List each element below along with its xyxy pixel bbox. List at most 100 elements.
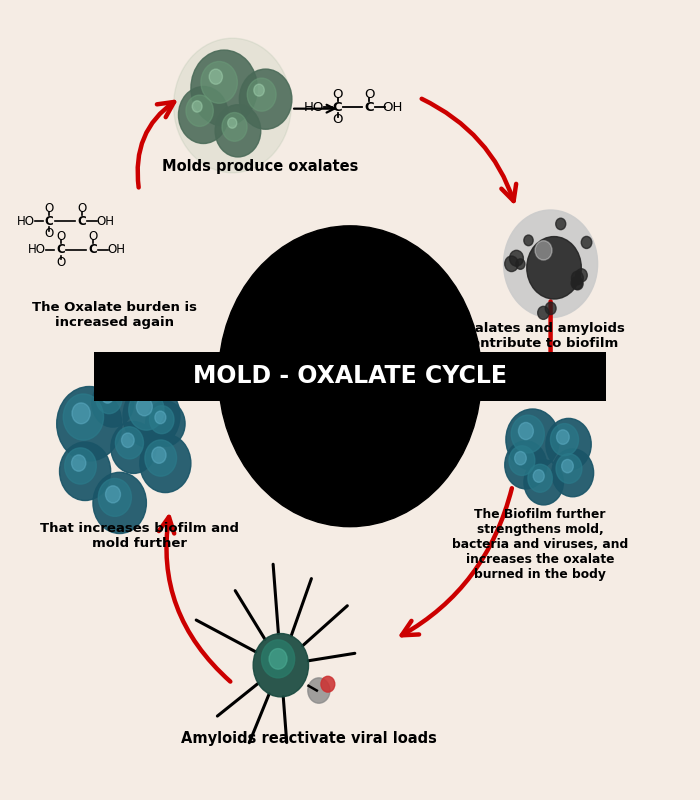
Circle shape	[571, 271, 583, 285]
Circle shape	[191, 50, 258, 126]
Circle shape	[201, 62, 237, 103]
Circle shape	[116, 426, 144, 459]
Circle shape	[111, 422, 156, 474]
Circle shape	[146, 401, 185, 446]
Circle shape	[145, 440, 176, 476]
Circle shape	[122, 433, 134, 447]
Circle shape	[545, 302, 556, 314]
Circle shape	[193, 101, 202, 112]
Text: HO: HO	[18, 214, 35, 227]
Circle shape	[308, 678, 330, 703]
Circle shape	[152, 447, 166, 463]
Text: O: O	[364, 88, 374, 101]
Text: O: O	[45, 227, 54, 240]
Circle shape	[509, 446, 535, 475]
Circle shape	[516, 259, 525, 270]
Circle shape	[556, 218, 566, 230]
Circle shape	[178, 86, 228, 143]
Circle shape	[186, 95, 214, 126]
Text: HO: HO	[304, 101, 324, 114]
Text: C: C	[88, 243, 97, 256]
Circle shape	[140, 434, 191, 493]
Circle shape	[102, 390, 113, 403]
Circle shape	[209, 69, 223, 84]
FancyBboxPatch shape	[94, 352, 606, 401]
Circle shape	[92, 379, 134, 427]
Circle shape	[511, 415, 545, 453]
Circle shape	[57, 386, 122, 461]
Text: O: O	[88, 230, 97, 243]
Circle shape	[253, 634, 309, 697]
Circle shape	[571, 277, 582, 290]
Circle shape	[215, 105, 261, 157]
Circle shape	[538, 306, 549, 319]
Text: HO: HO	[29, 243, 46, 256]
Circle shape	[123, 383, 180, 449]
Circle shape	[262, 640, 295, 678]
Circle shape	[561, 459, 573, 473]
Text: Oxalates and amyloids
contribute to biofilm
formation: Oxalates and amyloids contribute to biof…	[455, 322, 625, 365]
Text: That increases biofilm and
mold further: That increases biofilm and mold further	[39, 522, 239, 550]
Circle shape	[239, 69, 292, 130]
Circle shape	[247, 78, 276, 111]
Text: C: C	[57, 243, 65, 256]
Circle shape	[519, 422, 533, 439]
Text: O: O	[56, 230, 66, 243]
Circle shape	[524, 235, 533, 246]
Circle shape	[64, 448, 97, 484]
Circle shape	[535, 241, 552, 260]
Circle shape	[527, 237, 581, 299]
Circle shape	[505, 441, 547, 489]
Circle shape	[556, 454, 582, 483]
Circle shape	[503, 210, 598, 318]
Text: OH: OH	[107, 243, 125, 256]
Text: Molds produce oxalates: Molds produce oxalates	[162, 159, 358, 174]
Circle shape	[155, 411, 166, 424]
Circle shape	[72, 403, 90, 424]
Text: OH: OH	[96, 214, 114, 227]
Circle shape	[269, 649, 287, 669]
Circle shape	[581, 236, 592, 249]
Text: C: C	[332, 101, 342, 114]
Circle shape	[506, 409, 559, 470]
Circle shape	[93, 472, 146, 534]
Circle shape	[524, 460, 564, 505]
Circle shape	[546, 418, 592, 470]
Circle shape	[550, 423, 578, 456]
Circle shape	[174, 38, 291, 173]
Text: Amyloids reactivate viral loads: Amyloids reactivate viral loads	[181, 731, 436, 746]
Text: O: O	[77, 202, 86, 215]
Text: The Oxalate burden is
increased again: The Oxalate burden is increased again	[32, 301, 197, 329]
Circle shape	[98, 478, 132, 516]
Circle shape	[96, 384, 122, 414]
Text: C: C	[77, 214, 86, 227]
Text: O: O	[332, 88, 343, 101]
Circle shape	[254, 84, 265, 96]
Circle shape	[60, 442, 111, 501]
Circle shape	[573, 278, 583, 290]
Circle shape	[228, 118, 237, 128]
Circle shape	[505, 256, 518, 271]
Text: MOLD - OXALATE CYCLE: MOLD - OXALATE CYCLE	[193, 364, 507, 388]
Circle shape	[321, 676, 335, 692]
Text: O: O	[332, 114, 343, 126]
Circle shape	[533, 470, 545, 482]
Circle shape	[510, 250, 524, 266]
Circle shape	[150, 406, 174, 434]
Text: The Biofilm further
strengthens mold,
bacteria and viruses, and
increases the ox: The Biofilm further strengthens mold, ba…	[452, 507, 629, 581]
Text: O: O	[56, 256, 66, 269]
Circle shape	[222, 113, 247, 142]
Circle shape	[514, 451, 526, 465]
Circle shape	[528, 464, 552, 492]
Circle shape	[106, 486, 120, 503]
Circle shape	[556, 430, 569, 444]
Circle shape	[129, 390, 164, 430]
Text: OH: OH	[383, 101, 403, 114]
Circle shape	[552, 449, 594, 497]
Circle shape	[63, 394, 104, 440]
Circle shape	[71, 455, 86, 471]
Circle shape	[136, 398, 153, 416]
Circle shape	[576, 269, 587, 282]
Text: C: C	[45, 214, 53, 227]
Text: C: C	[365, 101, 374, 114]
